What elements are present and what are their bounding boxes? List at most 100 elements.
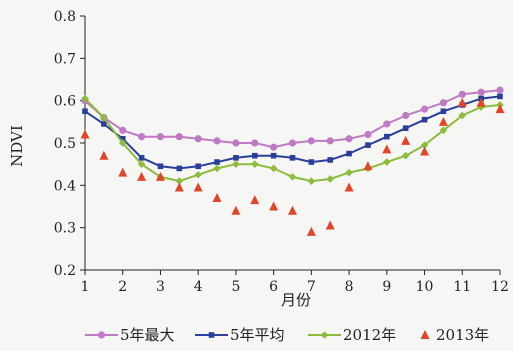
data-point bbox=[118, 139, 127, 147]
y-tick-label: 0.6 bbox=[54, 94, 76, 110]
data-point bbox=[288, 205, 297, 215]
legend-item-1: 5年最大 bbox=[85, 326, 175, 344]
data-point bbox=[402, 111, 410, 120]
data-point bbox=[99, 150, 109, 160]
data-point bbox=[214, 159, 220, 165]
data-point bbox=[212, 193, 222, 203]
data-point bbox=[118, 167, 128, 177]
data-point bbox=[231, 205, 241, 215]
data-point bbox=[497, 93, 503, 100]
data-point bbox=[119, 126, 127, 134]
data-point bbox=[382, 144, 392, 154]
data-point bbox=[420, 141, 429, 149]
data-point bbox=[138, 155, 145, 161]
data-point bbox=[439, 126, 448, 135]
data-point bbox=[137, 171, 147, 181]
data-point bbox=[288, 173, 297, 181]
data-point bbox=[326, 137, 334, 145]
data-point bbox=[438, 116, 448, 126]
legend-label: 5年最大 bbox=[120, 326, 175, 344]
data-point bbox=[101, 121, 107, 127]
y-tick-label: 0.5 bbox=[54, 136, 76, 152]
x-tick-label: 11 bbox=[453, 279, 471, 295]
data-point bbox=[457, 97, 467, 107]
data-point bbox=[420, 105, 429, 113]
legend-item-4: 2013年 bbox=[420, 326, 489, 344]
data-point bbox=[383, 158, 391, 166]
x-tick-label: 7 bbox=[307, 279, 316, 295]
series-line bbox=[84, 89, 501, 149]
data-point bbox=[420, 146, 430, 156]
data-point bbox=[250, 160, 259, 168]
data-point bbox=[289, 155, 296, 161]
data-point bbox=[269, 164, 278, 173]
x-tick-label: 8 bbox=[345, 279, 354, 295]
data-point bbox=[477, 88, 485, 96]
x-tick-label: 3 bbox=[156, 279, 165, 295]
legend-label: 2012年 bbox=[343, 326, 396, 344]
data-point bbox=[401, 151, 410, 160]
data-point bbox=[175, 133, 183, 141]
data-point bbox=[308, 159, 315, 165]
y-axis-title: NDVI bbox=[8, 125, 26, 167]
y-axis-label: NDVI bbox=[8, 125, 26, 167]
data-point bbox=[213, 137, 221, 145]
x-tick-label: 6 bbox=[269, 279, 278, 295]
data-point bbox=[195, 163, 201, 170]
x-tick-label: 5 bbox=[231, 279, 240, 295]
data-point bbox=[402, 125, 409, 131]
data-point bbox=[307, 177, 316, 185]
data-point bbox=[495, 104, 505, 114]
data-point bbox=[193, 182, 203, 192]
data-point bbox=[365, 142, 371, 148]
series-2 bbox=[82, 93, 503, 172]
x-axis-label: 月份 bbox=[281, 291, 311, 309]
legend-item-2: 5年平均 bbox=[195, 326, 285, 344]
data-point bbox=[325, 220, 335, 230]
data-point bbox=[155, 171, 165, 181]
y-tick-label: 0.4 bbox=[54, 178, 76, 194]
y-tick-label: 0.7 bbox=[54, 51, 76, 67]
data-point bbox=[250, 195, 260, 205]
y-tick-label: 0.3 bbox=[54, 221, 76, 237]
data-point bbox=[137, 160, 146, 168]
data-point bbox=[80, 129, 90, 139]
data-point bbox=[326, 175, 335, 183]
data-point bbox=[270, 152, 277, 159]
x-tick-label: 12 bbox=[491, 279, 509, 295]
data-point bbox=[232, 139, 240, 147]
legend-label: 2013年 bbox=[436, 326, 489, 344]
data-point bbox=[288, 139, 297, 147]
data-point bbox=[82, 108, 88, 115]
series-4 bbox=[80, 97, 505, 236]
x-tick-label: 1 bbox=[81, 279, 90, 295]
data-point bbox=[119, 135, 126, 142]
legend-item-3: 2012年 bbox=[308, 326, 396, 344]
series-layer bbox=[80, 86, 505, 236]
data-point bbox=[327, 157, 334, 163]
data-point bbox=[137, 133, 146, 141]
data-point bbox=[383, 120, 391, 128]
data-point bbox=[421, 116, 428, 123]
data-point bbox=[384, 133, 390, 140]
data-point bbox=[496, 86, 504, 94]
series-3 bbox=[81, 94, 504, 185]
data-point bbox=[157, 163, 164, 170]
axes: 0.20.30.40.50.60.70.81 2 3 4 5 6 7 8 9 10 11 12 bbox=[54, 9, 509, 295]
data-point bbox=[458, 111, 467, 120]
data-point bbox=[270, 143, 278, 151]
data-point bbox=[251, 139, 259, 147]
y-tick-label: 0.2 bbox=[54, 263, 76, 279]
data-point bbox=[100, 113, 108, 122]
data-point bbox=[344, 182, 354, 192]
data-point bbox=[346, 150, 352, 157]
data-point bbox=[401, 135, 411, 145]
legend: 5年最大 5年平均 2012年 2013年 bbox=[85, 326, 489, 344]
data-point bbox=[174, 182, 184, 192]
data-point bbox=[194, 135, 202, 143]
data-point bbox=[269, 201, 279, 211]
data-point bbox=[458, 90, 466, 98]
x-tick-label: 4 bbox=[194, 279, 203, 295]
data-point bbox=[156, 133, 165, 141]
